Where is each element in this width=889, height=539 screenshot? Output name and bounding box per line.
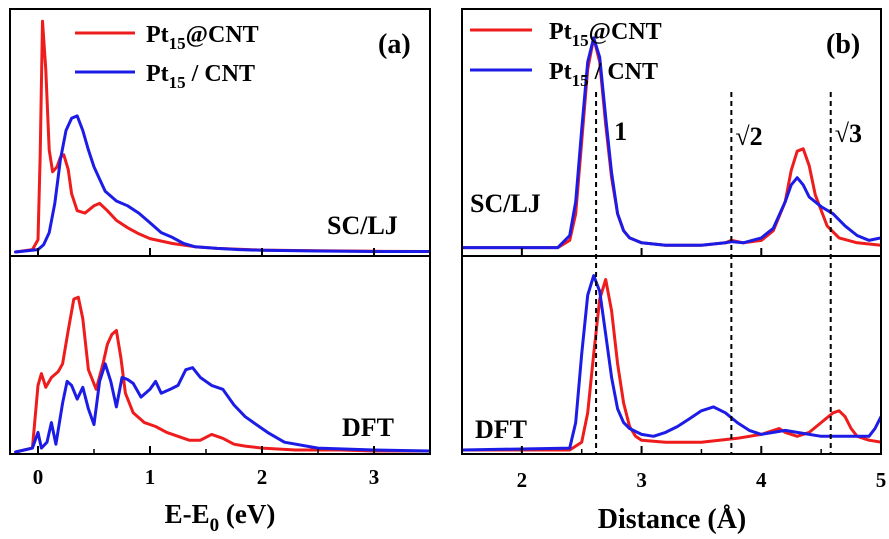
panel-a-legend-label-pt-out: Pt15 / CNT [146,61,255,92]
panel-b-frame [461,8,882,455]
x-tick-label: 0 [33,465,44,489]
series-line-pt-out-dft [14,362,430,454]
panel-b-bottom-method-label: DFT [475,415,527,444]
panel-a-legend-label-pt-in: Pt15@CNT [146,22,259,53]
panel-b-legend-label-pt-out: Pt15 / CNT [549,59,658,90]
x-tick-label: 5 [876,468,887,492]
panel-b-label: (b) [826,29,860,60]
series-line-pt-out-sclj [14,114,430,254]
reference-line-label-2: √2 [735,122,762,151]
reference-line-label-1: 1 [614,117,627,146]
panel-b-x-ticks: 2 3 4 5 [517,248,887,492]
panel-b-top-method-label: SC/LJ [470,189,541,218]
series-line-pt-in-dft [462,278,881,452]
panel-a-label: (a) [378,29,411,60]
panel-a-x-axis-title: E-E0 (eV) [165,499,276,536]
x-tick-label: 4 [756,468,767,492]
panel-a-x-ticks: 0 1 2 3 [33,248,380,489]
panel-a-legend: Pt15@CNT Pt15 / CNT [75,22,259,92]
series-line-pt-out-dft [462,274,881,452]
panel-b: SC/LJ DFT 1 √2 √3 2 3 4 5 (b) Pt15@CNT Pt15 /… [461,8,887,535]
panel-b-legend: Pt15@CNT Pt15 / CNT [470,19,662,90]
panel-b-x-axis-title: Distance (Å) [598,504,747,535]
panel-a-legend-item-pt-out: Pt15 / CNT [75,61,255,92]
panel-a-top-plot: SC/LJ [14,19,430,254]
x-tick-label: 2 [517,468,528,492]
panel-a-bottom-plot: DFT [14,295,430,454]
panel-a-bottom-method-label: DFT [342,413,394,442]
x-tick-label: 3 [636,468,647,492]
panel-b-legend-item-pt-in: Pt15@CNT [470,19,662,50]
reference-line-label-3: √3 [835,119,862,148]
panel-a-legend-item-pt-in: Pt15@CNT [75,22,259,53]
series-line-pt-out-sclj [462,36,881,250]
panel-b-reference-lines: 1 √2 √3 [595,92,862,454]
series-line-pt-in-dft [14,295,430,454]
panel-a-frame [9,8,431,455]
panel-a: SC/LJ DFT 0 1 2 3 (a) Pt15@CNT Pt15 / CNT E… [9,8,431,536]
x-tick-label: 2 [257,465,268,489]
x-tick-label: 3 [369,465,380,489]
panel-a-top-method-label: SC/LJ [327,211,398,240]
panel-b-legend-item-pt-out: Pt15 / CNT [470,59,658,90]
panel-b-legend-label-pt-in: Pt15@CNT [549,19,662,50]
x-tick-label: 1 [145,465,156,489]
panel-b-top-plot: SC/LJ [462,36,881,250]
panel-b-bottom-plot: DFT [462,274,881,452]
